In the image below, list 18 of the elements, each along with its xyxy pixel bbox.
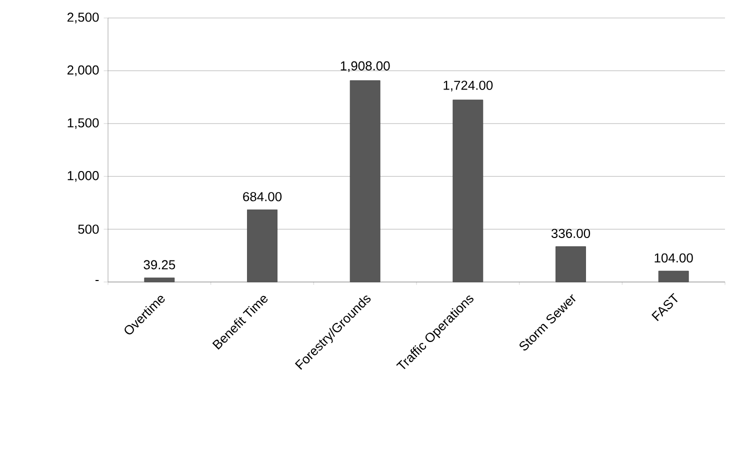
y-tick-label: 500 [78, 224, 99, 234]
data-label: 104.00 [654, 253, 693, 262]
data-label: 336.00 [551, 228, 590, 238]
bar [658, 270, 689, 282]
y-tick-label: 2,000 [67, 65, 99, 76]
bar [144, 278, 175, 282]
data-label: 1,908.00 [340, 61, 390, 72]
y-tick-label: - [96, 280, 99, 282]
bar [247, 210, 278, 282]
data-label: 1,724.00 [444, 80, 493, 92]
data-label: 39.25 [144, 260, 176, 270]
y-tick-label: 1,500 [68, 118, 99, 129]
bar [350, 80, 380, 282]
y-tick-label: 1,000 [68, 171, 99, 182]
data-label: 684.00 [243, 192, 282, 202]
y-tick-label: 2,500 [67, 12, 99, 24]
bar [556, 246, 586, 282]
bar [452, 100, 484, 282]
